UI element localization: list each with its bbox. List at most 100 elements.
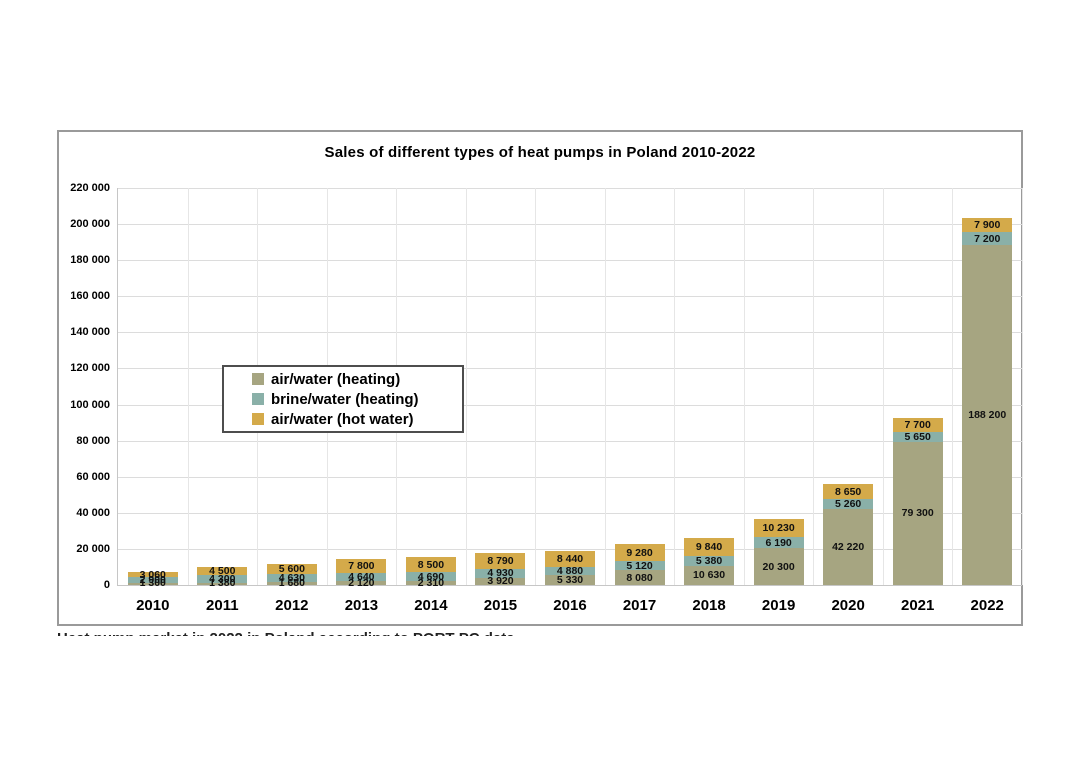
legend-item-air-water-hot-water: air/water (hot water) xyxy=(252,411,462,428)
bar-segment-2017 xyxy=(614,544,665,562)
bar-segment-2022 xyxy=(962,245,1013,585)
bar-value-label: 4 930 xyxy=(487,567,514,580)
gridline xyxy=(674,188,676,585)
gridline xyxy=(604,188,606,585)
bar-value-label: 1 300 xyxy=(139,577,166,589)
gridline xyxy=(118,332,1022,334)
x-axis-label: 2014 xyxy=(414,597,448,614)
bar-value-label: 79 300 xyxy=(901,507,934,520)
bar-segment-2018 xyxy=(684,556,735,566)
bar-value-label: 2 310 xyxy=(417,576,445,589)
gridline xyxy=(118,188,1022,189)
x-axis-label: 2019 xyxy=(761,597,796,614)
bar-value-label: 3 920 xyxy=(487,575,514,588)
bar-value-label: 5 380 xyxy=(695,554,723,567)
bar-value-label: 9 840 xyxy=(695,541,723,554)
bar-value-label: 5 650 xyxy=(904,430,931,443)
gridline xyxy=(187,188,189,585)
bar-segment-2013 xyxy=(336,558,387,573)
bar-value-label: 10 630 xyxy=(693,569,726,582)
legend-item-brine-water-heating: brine/water (heating) xyxy=(252,391,462,408)
bar-segment-2020 xyxy=(823,483,874,500)
bar-value-label: 5 120 xyxy=(626,559,653,572)
y-axis-tick-label: 160 000 xyxy=(70,290,110,303)
bar-segment-2012 xyxy=(266,573,317,582)
bar-segment-2010 xyxy=(127,577,178,583)
chart-title: Sales of different types of heat pumps i… xyxy=(324,144,756,161)
bar-value-label: 188 200 xyxy=(968,409,1007,422)
bar-value-label: 5 260 xyxy=(835,498,862,511)
bar-segment-2012 xyxy=(266,581,317,585)
bar-segment-2021 xyxy=(892,417,943,432)
bar-value-label: 4 640 xyxy=(348,570,375,583)
bar-segment-2018 xyxy=(684,538,735,557)
bar-segment-2015 xyxy=(475,569,526,578)
y-axis-tick-label: 200 000 xyxy=(70,218,110,231)
bar-segment-2012 xyxy=(266,563,317,574)
gridline xyxy=(1022,188,1023,585)
x-axis-label: 2016 xyxy=(553,597,587,614)
y-axis-tick-label: 0 xyxy=(103,579,110,591)
bar-value-label: 5 600 xyxy=(278,562,305,575)
y-axis-tick-label: 220 000 xyxy=(70,182,110,194)
legend-item-air-water-heating: air/water (heating) xyxy=(252,371,462,388)
gridline xyxy=(118,548,1022,550)
chart-panel: Sales of different types of heat pumps i… xyxy=(57,130,1023,626)
bar-value-label: 7 200 xyxy=(974,232,1001,245)
bar-segment-2019 xyxy=(753,537,804,549)
bar-value-label: 8 790 xyxy=(487,555,514,568)
gridline xyxy=(465,188,467,585)
x-axis-label: 2012 xyxy=(275,597,309,614)
bar-value-label: 3 060 xyxy=(139,568,166,581)
bar-value-label: 7 800 xyxy=(348,559,375,572)
gridline xyxy=(118,440,1022,442)
gridline xyxy=(118,404,1022,406)
legend-label: brine/water (heating) xyxy=(271,390,419,408)
gridline xyxy=(118,368,1022,370)
bar-value-label: 7 900 xyxy=(974,219,1001,232)
gridline xyxy=(118,260,1022,262)
legend-swatch-air-water-hot-water-icon xyxy=(252,413,264,425)
y-axis-tick-label: 140 000 xyxy=(70,326,110,339)
bar-segment-2017 xyxy=(614,570,665,585)
bar-value-label: 4 880 xyxy=(556,564,584,577)
bar-value-label: 9 280 xyxy=(626,546,653,559)
y-axis-tick-label: 100 000 xyxy=(70,398,110,411)
x-axis-label: 2022 xyxy=(970,597,1004,614)
bar-segment-2013 xyxy=(336,572,387,582)
bar-segment-2015 xyxy=(475,553,526,570)
y-axis-tick-label: 40 000 xyxy=(76,506,110,519)
gridline xyxy=(118,296,1022,298)
bar-value-label: 7 700 xyxy=(904,418,931,431)
bar-segment-2017 xyxy=(614,561,665,571)
x-axis-label: 2011 xyxy=(206,597,239,614)
gridline xyxy=(118,476,1022,478)
bar-value-label: 20 300 xyxy=(762,560,795,573)
plot-area: 0 20 000 40 000 60 000 80 000 100 000 120 000 1… xyxy=(70,182,1023,614)
legend-swatch-brine-water-heating-icon xyxy=(252,393,264,405)
bar-value-label: 2 120 xyxy=(348,577,375,589)
y-axis-tick-label: 80 000 xyxy=(76,434,110,447)
bar-segment-2010 xyxy=(127,582,178,585)
x-axis-label: 2017 xyxy=(622,597,657,614)
bar-value-label: 10 230 xyxy=(762,521,795,534)
legend-label: air/water (heating) xyxy=(271,370,401,388)
bar-value-label: 1 680 xyxy=(278,577,305,589)
gridline xyxy=(118,224,1022,226)
bar-segment-2011 xyxy=(197,566,248,575)
bar-value-label: 8 080 xyxy=(626,571,653,584)
bar-segment-2014 xyxy=(405,557,456,573)
x-axis-label: 2018 xyxy=(692,597,726,614)
bar-value-label: 4 500 xyxy=(209,564,236,577)
y-axis-tick-label: 60 000 xyxy=(76,470,110,483)
gridline xyxy=(743,188,745,585)
bar-segment-2016 xyxy=(545,566,595,576)
bar-segment-2021 xyxy=(892,431,943,442)
bar-segment-2020 xyxy=(823,499,874,509)
bar-segment-2011 xyxy=(197,574,248,583)
bar-segment-2018 xyxy=(684,565,735,585)
bar-segment-2013 xyxy=(336,581,387,585)
bar-segment-2020 xyxy=(823,508,874,585)
bar-segment-2011 xyxy=(197,582,248,585)
gridline xyxy=(118,512,1022,514)
